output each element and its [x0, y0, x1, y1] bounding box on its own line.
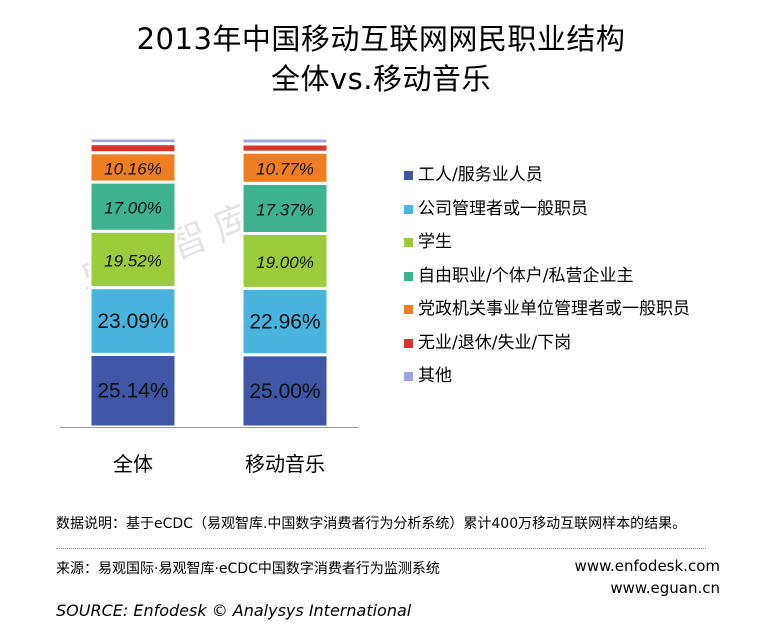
- legend-label: 无业/退休/失业/下岗: [418, 332, 572, 353]
- bar-segment: [88, 286, 178, 356]
- data-label: 19.00%: [256, 253, 314, 272]
- bar-segment: [240, 231, 330, 290]
- bar-segment: [88, 229, 178, 290]
- legend-label: 公司管理者或一般职员: [418, 198, 588, 219]
- chart-title: 2013年中国移动互联网网民职业结构: [136, 22, 626, 56]
- data-label: 17.37%: [256, 200, 314, 219]
- source-text: 来源：易观国际·易观智库·eCDC中国数字消费者行为监测系统: [56, 561, 440, 577]
- legend-swatch: [404, 372, 413, 381]
- data-label: 23.09%: [97, 310, 168, 333]
- legend-swatch: [404, 271, 413, 281]
- data-label: 17.00%: [104, 199, 162, 218]
- data-label: 10.16%: [104, 159, 162, 178]
- stacked-bar-chart: 25.14% 23.09% 19.52% 17.00% 10.16% 全体 25.00% 22…: [60, 136, 358, 476]
- legend-label: 党政机关事业单位管理者或一般职员: [418, 299, 690, 319]
- chart-subtitle: 全体vs.移动音乐: [271, 62, 491, 96]
- bar-segment: [240, 136, 330, 146]
- bar-segment: [88, 136, 178, 146]
- bar-segment: [240, 286, 330, 357]
- source-english: SOURCE: Enfodesk © Analysys Internationa…: [56, 601, 412, 620]
- legend-label: 其他: [418, 366, 452, 386]
- legend-label: 工人/服务业人员: [418, 165, 543, 185]
- legend-swatch: [404, 305, 413, 314]
- url-enfodesk[interactable]: www.enfodesk.com: [574, 557, 720, 575]
- data-label: 10.77%: [256, 160, 314, 179]
- legend-label: 自由职业/个体户/私营企业主: [418, 265, 634, 286]
- data-label: 25.14%: [97, 380, 168, 403]
- x-tick-label: 移动音乐: [245, 452, 325, 476]
- data-label: 19.52%: [104, 251, 162, 270]
- url-eguan[interactable]: www.eguan.cn: [610, 579, 720, 597]
- legend-swatch: [404, 171, 413, 180]
- bar-segment: [88, 151, 178, 184]
- data-note: 数据说明：基于eCDC（易观智库.中国数字消费者行为分析系统）累计400万移动互…: [56, 516, 687, 532]
- divider: [56, 548, 706, 549]
- legend-label: 学生: [418, 232, 452, 252]
- data-label: 25.00%: [249, 380, 320, 403]
- legend-swatch: [404, 204, 413, 214]
- legend-swatch: [404, 338, 413, 348]
- legend-swatch: [404, 238, 413, 247]
- x-tick-label: 全体: [113, 452, 153, 476]
- data-label: 22.96%: [249, 311, 320, 334]
- bar-segment: [240, 181, 330, 235]
